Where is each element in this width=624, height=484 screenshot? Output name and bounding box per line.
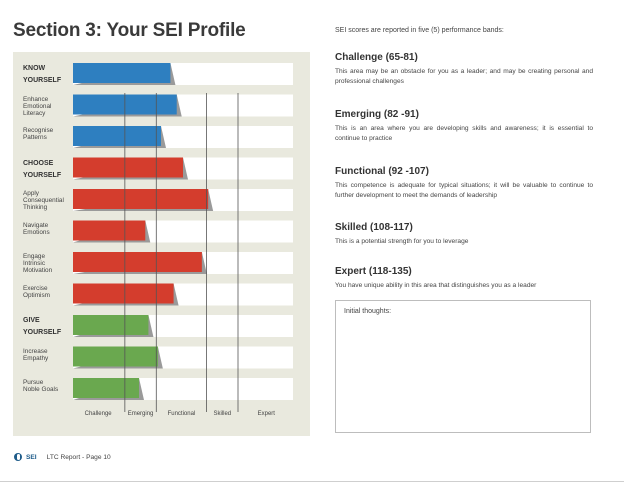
row-label: CHOOSE YOURSELF xyxy=(23,159,62,179)
band-description: This is an area where you are developing… xyxy=(335,125,593,142)
row-label: Recognise Patterns xyxy=(23,127,54,142)
footer-page: LTC Report - Page 10 xyxy=(46,453,111,461)
row-label: Apply Consequential Thinking xyxy=(23,190,64,212)
x-band-label: Expert xyxy=(257,411,275,417)
bar xyxy=(73,283,174,304)
bar xyxy=(73,378,139,398)
row-label: GIVE YOURSELF xyxy=(23,317,62,336)
chart-canvas xyxy=(73,63,293,412)
bar xyxy=(73,157,183,178)
band-description: This competence is adequate for typical … xyxy=(335,182,593,199)
row-label: Exercise Optimism xyxy=(23,284,50,299)
row-label: Pursue Noble Goals xyxy=(23,379,59,394)
bar xyxy=(73,126,161,146)
x-band-label: Skilled xyxy=(213,411,232,417)
sei-profile-chart: KNOW YOURSELF Enhance Emotional Literacy R… xyxy=(13,52,310,436)
row-label: Navigate Emotions xyxy=(23,221,50,236)
band-description: This area may be an obstacle for you as … xyxy=(335,68,593,85)
row-label: Increase Empathy xyxy=(23,347,49,362)
band-heading: Emerging (82 -91) xyxy=(335,109,419,120)
sei-logo-icon xyxy=(14,453,22,461)
x-band-label: Challenge xyxy=(84,411,112,417)
initial-thoughts-label: Initial thoughts: xyxy=(344,308,392,315)
footer: SEI LTC Report - Page 10 xyxy=(14,453,111,461)
x-band-label: Emerging xyxy=(127,411,154,417)
band-emerging: Emerging (82 -91) This is an area where … xyxy=(335,109,593,144)
band-heading: Expert (118-135) xyxy=(335,266,412,277)
bar xyxy=(73,220,146,241)
bottom-divider xyxy=(0,481,624,482)
band-description: This is a potential strength for you to … xyxy=(335,238,469,245)
bar xyxy=(73,63,171,83)
page-title: Section 3: Your SEI Profile xyxy=(13,20,246,41)
bands-intro: SEI scores are reported in five (5) perf… xyxy=(335,27,504,34)
band-challenge: Challenge (65-81) This area may be an ob… xyxy=(335,52,593,87)
bar xyxy=(73,189,209,209)
x-band-label: Functional xyxy=(167,411,196,417)
bar xyxy=(73,252,202,272)
band-heading: Skilled (108-117) xyxy=(335,222,413,233)
band-description: You have unique ability in this area tha… xyxy=(335,282,537,289)
band-functional: Functional (92 -107) This competence is … xyxy=(335,166,593,201)
band-heading: Functional (92 -107) xyxy=(335,166,429,177)
bar xyxy=(73,315,149,335)
row-label: KNOW YOURSELF xyxy=(23,65,62,84)
band-expert: Expert (118-135) You have unique ability… xyxy=(335,266,593,291)
footer-logo: SEI xyxy=(26,453,37,461)
row-label: Enhance Emotional Literacy xyxy=(23,95,52,117)
initial-thoughts-box[interactable]: Initial thoughts: xyxy=(335,300,591,433)
row-label: Engage Intrinsic Motivation xyxy=(23,253,53,275)
bar xyxy=(73,346,158,367)
band-skilled: Skilled (108-117) This is a potential st… xyxy=(335,222,593,247)
band-heading: Challenge (65-81) xyxy=(335,52,418,63)
